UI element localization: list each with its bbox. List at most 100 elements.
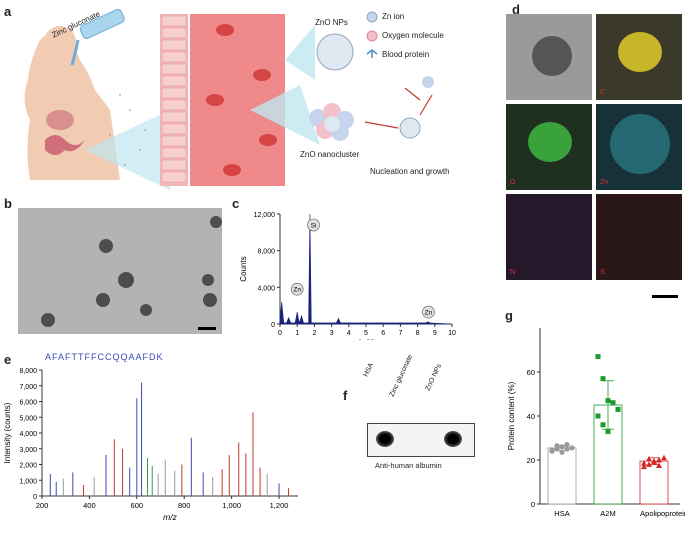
ms-y-tick-label: 3,000 xyxy=(19,447,37,454)
eds-spectrum xyxy=(279,213,453,325)
prot-point xyxy=(646,461,652,467)
eds-x-tick-label: 0 xyxy=(278,330,282,337)
eds-x-tick-label: 8 xyxy=(416,330,420,337)
map-zn-label: Zn xyxy=(600,179,609,186)
scale-bar-b xyxy=(198,327,216,330)
eds-y-tick-label: 4,000 xyxy=(257,285,275,292)
panel-e-label: e xyxy=(4,352,12,367)
legend-zn-ion: Zn ion xyxy=(382,12,405,21)
protein-icon xyxy=(366,49,378,58)
prot-point xyxy=(595,354,601,360)
protein-content-chart: 0 20 40 60 Protein content (%) HSA A2M Apolipop… xyxy=(507,328,685,518)
intestine-icon xyxy=(45,135,85,155)
ms-y-tick-label: 8,000 xyxy=(19,368,37,375)
zno-np-icon xyxy=(316,33,354,71)
prot-point xyxy=(564,446,570,452)
prot-point xyxy=(605,428,611,434)
ms-x-tick-label: 1,000 xyxy=(222,501,241,510)
peptide-sequence: AFAFTTFFCCQQAAFDK xyxy=(45,352,164,362)
panel-a-illustration xyxy=(24,8,434,190)
panel-d-label: d xyxy=(512,2,520,17)
ms-y-tick-label: 1,000 xyxy=(19,478,37,485)
map-haadf xyxy=(506,14,592,100)
ms-y-tick-label: 6,000 xyxy=(19,400,37,407)
ms-y-tick-label: 4,000 xyxy=(19,431,37,438)
map-s: S xyxy=(596,194,682,280)
panel-c-label: c xyxy=(232,196,240,211)
prot-point xyxy=(641,463,647,470)
prot-point xyxy=(595,413,601,419)
prot-bar xyxy=(547,447,577,505)
panel-c: 0 1 2 3 4 5 6 7 8 9 10 0 4,000 8,000 12,000 keV Counts Zn… xyxy=(232,200,460,347)
blot-spot-zno xyxy=(444,431,462,447)
eds-chart: 0 1 2 3 4 5 6 7 8 9 10 0 4,000 8,000 12,000 keV Counts Zn… xyxy=(239,212,456,347)
legend-protein: Blood protein xyxy=(382,50,430,59)
prot-point xyxy=(564,442,570,448)
map-n-label: N xyxy=(510,269,516,276)
nanocluster-label: ZnO nanocluster xyxy=(300,150,360,159)
cycle-arrow-1 xyxy=(404,87,421,101)
eds-y-tick-label: 0 xyxy=(271,322,275,329)
liquid-stream xyxy=(70,39,80,66)
tem-image xyxy=(18,208,222,334)
prot-y-tick-label: 40 xyxy=(527,412,535,421)
panel-a-label: a xyxy=(4,4,12,19)
prot-point xyxy=(641,460,647,466)
ms-y-tick-label: 0 xyxy=(33,494,37,501)
prot-point xyxy=(569,445,575,451)
eds-x-tick-label: 5 xyxy=(364,330,368,337)
map-c-label: C xyxy=(600,89,606,96)
panel-b-label: b xyxy=(4,196,12,211)
prot-category-label: Apolipoproteins xyxy=(640,509,685,518)
ms-x-tick-label: 200 xyxy=(36,501,49,510)
scale-bar-d xyxy=(652,295,678,298)
blot-caption: Anti-human albumin xyxy=(375,461,442,470)
cycle-cluster xyxy=(399,117,421,139)
prot-point xyxy=(559,449,565,455)
map-s-label: S xyxy=(600,269,605,276)
panel-g: 0 20 40 60 Protein content (%) HSA A2M Apolipop… xyxy=(500,318,685,529)
nucleation-label: Nucleation and growth xyxy=(370,167,450,176)
prot-category-label: A2M xyxy=(600,509,615,518)
prot-point xyxy=(615,406,621,412)
prot-point xyxy=(610,400,616,406)
prot-y-tick-label: 20 xyxy=(527,456,535,465)
ms-chart: 200 400 600 800 1,000 1,200 0 1,000 2,000 3,000 4,… xyxy=(3,368,298,522)
ms-x-tick-label: 800 xyxy=(178,501,191,510)
eds-annotation-circle xyxy=(307,218,320,232)
cycle-arrow-2 xyxy=(419,94,433,116)
ms-y-tick-label: 5,000 xyxy=(19,415,37,422)
blot-spot-hsa xyxy=(376,431,394,447)
ms-x-tick-label: 400 xyxy=(83,501,96,510)
eds-x-tick-label: 4 xyxy=(347,330,351,337)
cycle-ion xyxy=(422,76,434,88)
tem-micrograph xyxy=(41,216,222,327)
red-blood-cells xyxy=(206,24,277,176)
blot-col-zinc-gluconate: Zinc gluconate xyxy=(388,353,415,398)
cone-nps xyxy=(285,25,315,80)
nanocluster-icon xyxy=(309,103,354,141)
map-zn: Zn xyxy=(596,104,682,190)
eds-x-tick-label: 2 xyxy=(312,330,316,337)
prot-point xyxy=(600,422,606,428)
eds-y-tick-label: 8,000 xyxy=(257,249,275,256)
cone-cluster xyxy=(250,85,320,145)
person-head xyxy=(44,26,76,58)
ms-y-label: Intensity (counts) xyxy=(3,402,12,463)
panel-f-label: f xyxy=(343,388,348,403)
panel-e: 200 400 600 800 1,000 1,200 0 1,000 2,000 3,000 4,… xyxy=(0,362,305,529)
prot-point xyxy=(661,454,667,461)
prot-y-label: Protein content (%) xyxy=(507,381,516,450)
eds-x-tick-label: 1 xyxy=(295,330,299,337)
prot-point xyxy=(651,458,657,464)
eds-x-label: keV xyxy=(359,338,373,340)
prot-point xyxy=(656,457,662,463)
prot-point xyxy=(559,444,565,450)
panel-d: C O Zn N S xyxy=(506,14,682,298)
prot-point xyxy=(600,376,606,382)
legend-oxygen: Oxygen molecule xyxy=(382,31,444,40)
panel-a: Zinc gluconate ZnO NPs Zn ion Oxygen mol… xyxy=(0,0,475,190)
map-n: N xyxy=(506,194,592,280)
ms-x-tick-label: 1,200 xyxy=(270,501,289,510)
map-o: O xyxy=(506,104,592,190)
